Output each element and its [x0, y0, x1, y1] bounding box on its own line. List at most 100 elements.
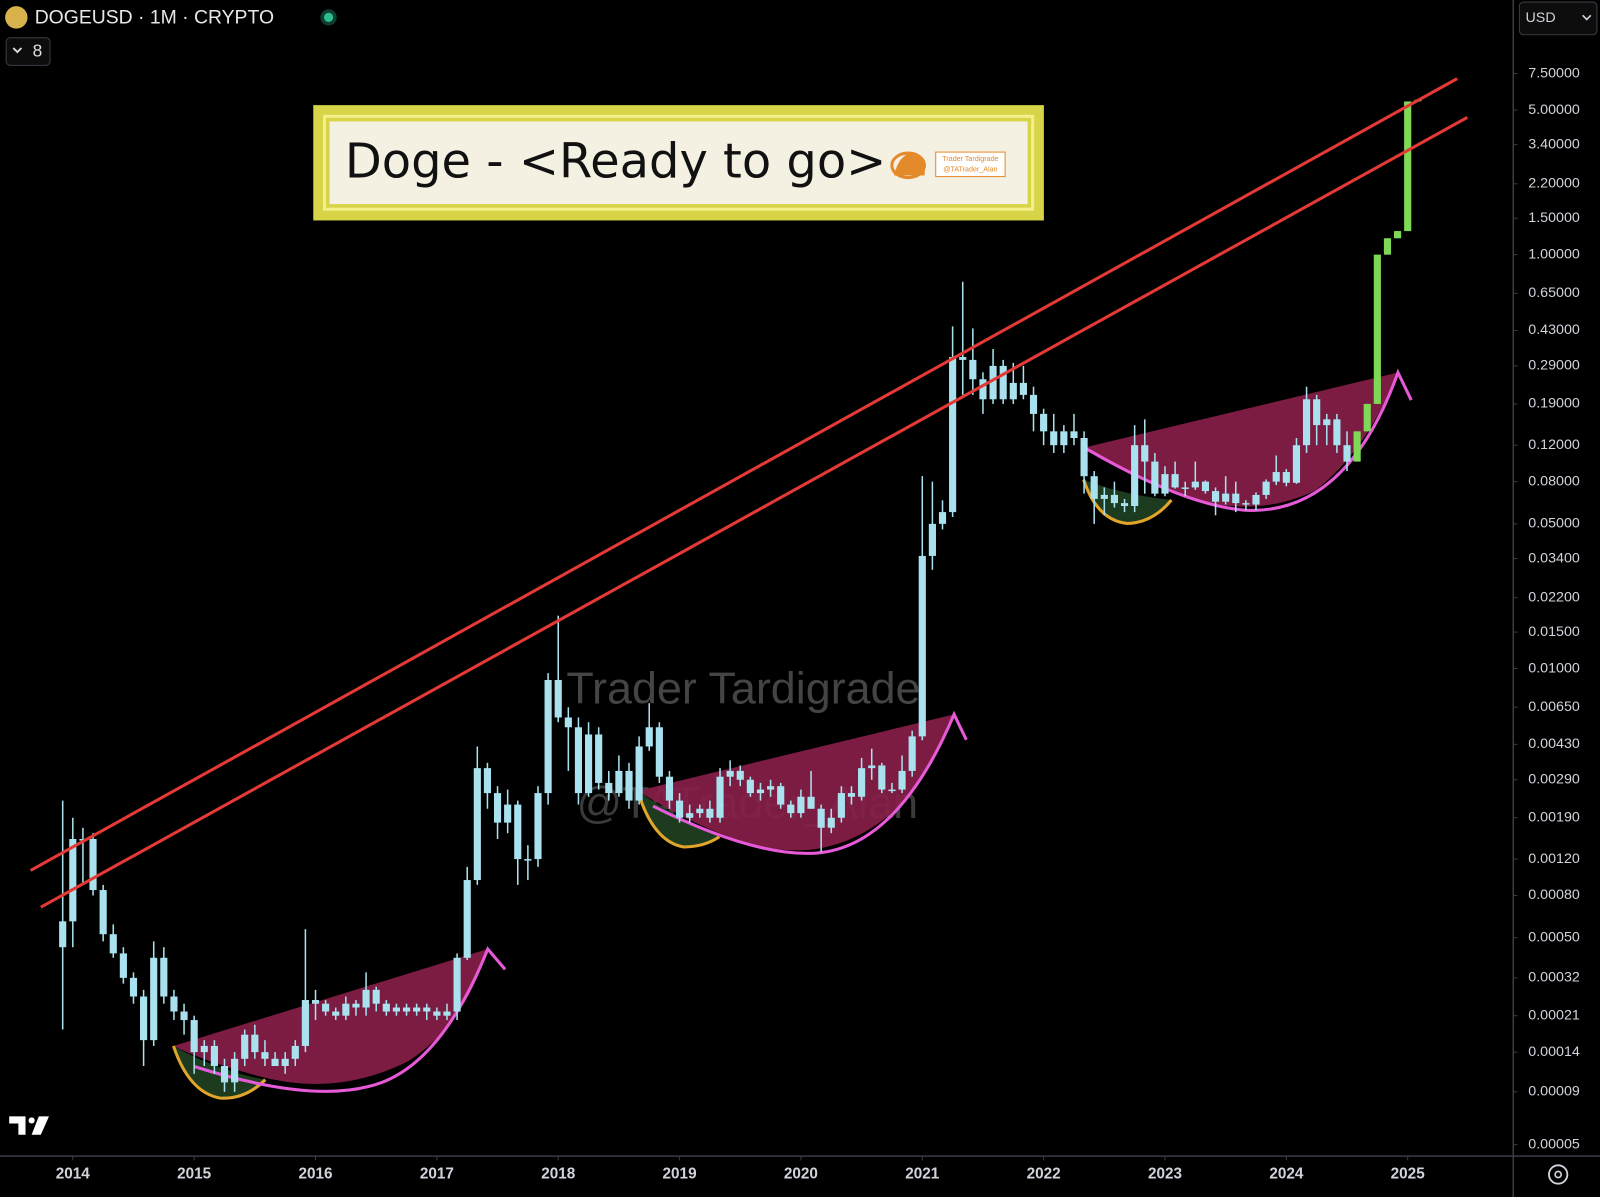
candle-body: [200, 1045, 208, 1053]
candle-body: [949, 357, 957, 513]
candle-body: [1222, 493, 1230, 502]
candle-body: [342, 1003, 350, 1016]
candle-body: [1211, 491, 1220, 502]
candle-body: [1363, 403, 1371, 432]
candle-body: [1323, 419, 1331, 426]
candle-body: [908, 736, 916, 771]
logo-icon: [890, 151, 927, 180]
logo-text: Trader Tardigrade: [942, 155, 998, 163]
candle-body: [190, 1020, 198, 1053]
candle-body: [1019, 382, 1027, 395]
x-tick-label: 2024: [1269, 1166, 1304, 1183]
candle-body: [564, 717, 572, 728]
candle-body: [756, 789, 765, 794]
candle-body: [1131, 445, 1139, 507]
candle-body: [1060, 431, 1068, 446]
candle-body: [1040, 413, 1048, 432]
y-tick-label: 0.65000: [1528, 285, 1580, 301]
candle-body: [1090, 476, 1098, 499]
x-tick-label: 2023: [1148, 1166, 1182, 1183]
candle-body: [615, 770, 623, 794]
candle-body: [483, 768, 492, 794]
x-tick-label: 2017: [420, 1166, 454, 1183]
settings-icon[interactable]: [1548, 1164, 1569, 1185]
candle-body: [271, 1058, 279, 1066]
symbol-icon: [5, 6, 28, 29]
candle-body: [362, 989, 370, 1008]
y-tick-label: 5.00000: [1528, 102, 1580, 118]
candle-body: [1242, 503, 1250, 505]
x-tick-label: 2025: [1391, 1166, 1426, 1183]
candle-body: [443, 1011, 451, 1016]
y-tick-label: 0.00009: [1528, 1084, 1580, 1100]
y-tick-label: 0.05000: [1528, 516, 1580, 532]
candle-body: [281, 1058, 289, 1066]
indicator-count: 8: [33, 41, 43, 61]
y-tick-label: 0.08000: [1528, 473, 1580, 489]
candle-body: [847, 793, 856, 797]
candle-body: [89, 839, 97, 891]
candle-body: [463, 880, 471, 958]
cup-curve: [652, 710, 968, 855]
candle-body: [1343, 445, 1351, 462]
candle-body: [1302, 399, 1311, 446]
candle-body: [1029, 394, 1038, 414]
y-tick-label: 0.01000: [1528, 660, 1580, 676]
candle-body: [1404, 101, 1412, 232]
candle-body: [837, 793, 845, 818]
chart-title: Doge - <Ready to go>: [345, 133, 886, 189]
candle-body: [595, 734, 603, 783]
y-tick-label: 0.19000: [1528, 396, 1580, 412]
trend-line: [29, 77, 1458, 872]
candle-body: [109, 934, 117, 954]
candle-body: [726, 770, 734, 777]
candle-body: [59, 921, 67, 948]
candle-body: [858, 768, 866, 797]
candle-body: [1394, 231, 1402, 239]
x-tick-label: 2016: [299, 1166, 333, 1183]
candle-body: [453, 957, 461, 1012]
candle-body: [1383, 238, 1392, 255]
indicator-toggle[interactable]: [5, 37, 51, 66]
candle-body: [746, 779, 754, 794]
candle-body: [898, 770, 906, 790]
candle-body: [251, 1034, 259, 1053]
candle-body: [493, 793, 502, 823]
candle-body: [1070, 431, 1078, 439]
candle-body: [1313, 399, 1321, 426]
x-tick-label: 2022: [1027, 1166, 1061, 1183]
candle-body: [473, 768, 481, 881]
candle-body: [1141, 445, 1149, 462]
handle-curve: [172, 1045, 267, 1100]
candle-body: [423, 1007, 431, 1012]
currency-button[interactable]: [1518, 1, 1598, 36]
logo-box: [935, 151, 1006, 178]
candle-body: [220, 1065, 229, 1083]
cup-curve: [193, 946, 507, 1093]
candle-body: [554, 679, 562, 718]
y-tick-label: 3.40000: [1528, 136, 1580, 152]
candle-body: [1252, 494, 1260, 505]
candle-body: [584, 734, 593, 794]
candle-body: [1201, 481, 1210, 492]
candle-body: [1080, 438, 1088, 477]
candle-body: [504, 804, 512, 823]
candle-body: [767, 786, 775, 790]
candle-body: [655, 727, 663, 777]
candle-body: [969, 359, 977, 380]
candle-body: [716, 776, 724, 818]
handle-curve: [636, 790, 721, 849]
candle-body: [938, 512, 947, 524]
chevron: [1582, 14, 1592, 21]
candle-body: [928, 523, 936, 556]
candle-body: [210, 1045, 218, 1066]
candle-body: [827, 817, 835, 828]
candle-body: [676, 800, 684, 818]
x-tick-label: 2015: [177, 1166, 212, 1183]
y-tick-label: 0.00014: [1528, 1044, 1580, 1060]
candle-body: [544, 679, 552, 794]
candle-body: [686, 813, 694, 818]
y-tick-label: 7.50000: [1528, 65, 1580, 81]
candle-body: [1181, 487, 1189, 489]
